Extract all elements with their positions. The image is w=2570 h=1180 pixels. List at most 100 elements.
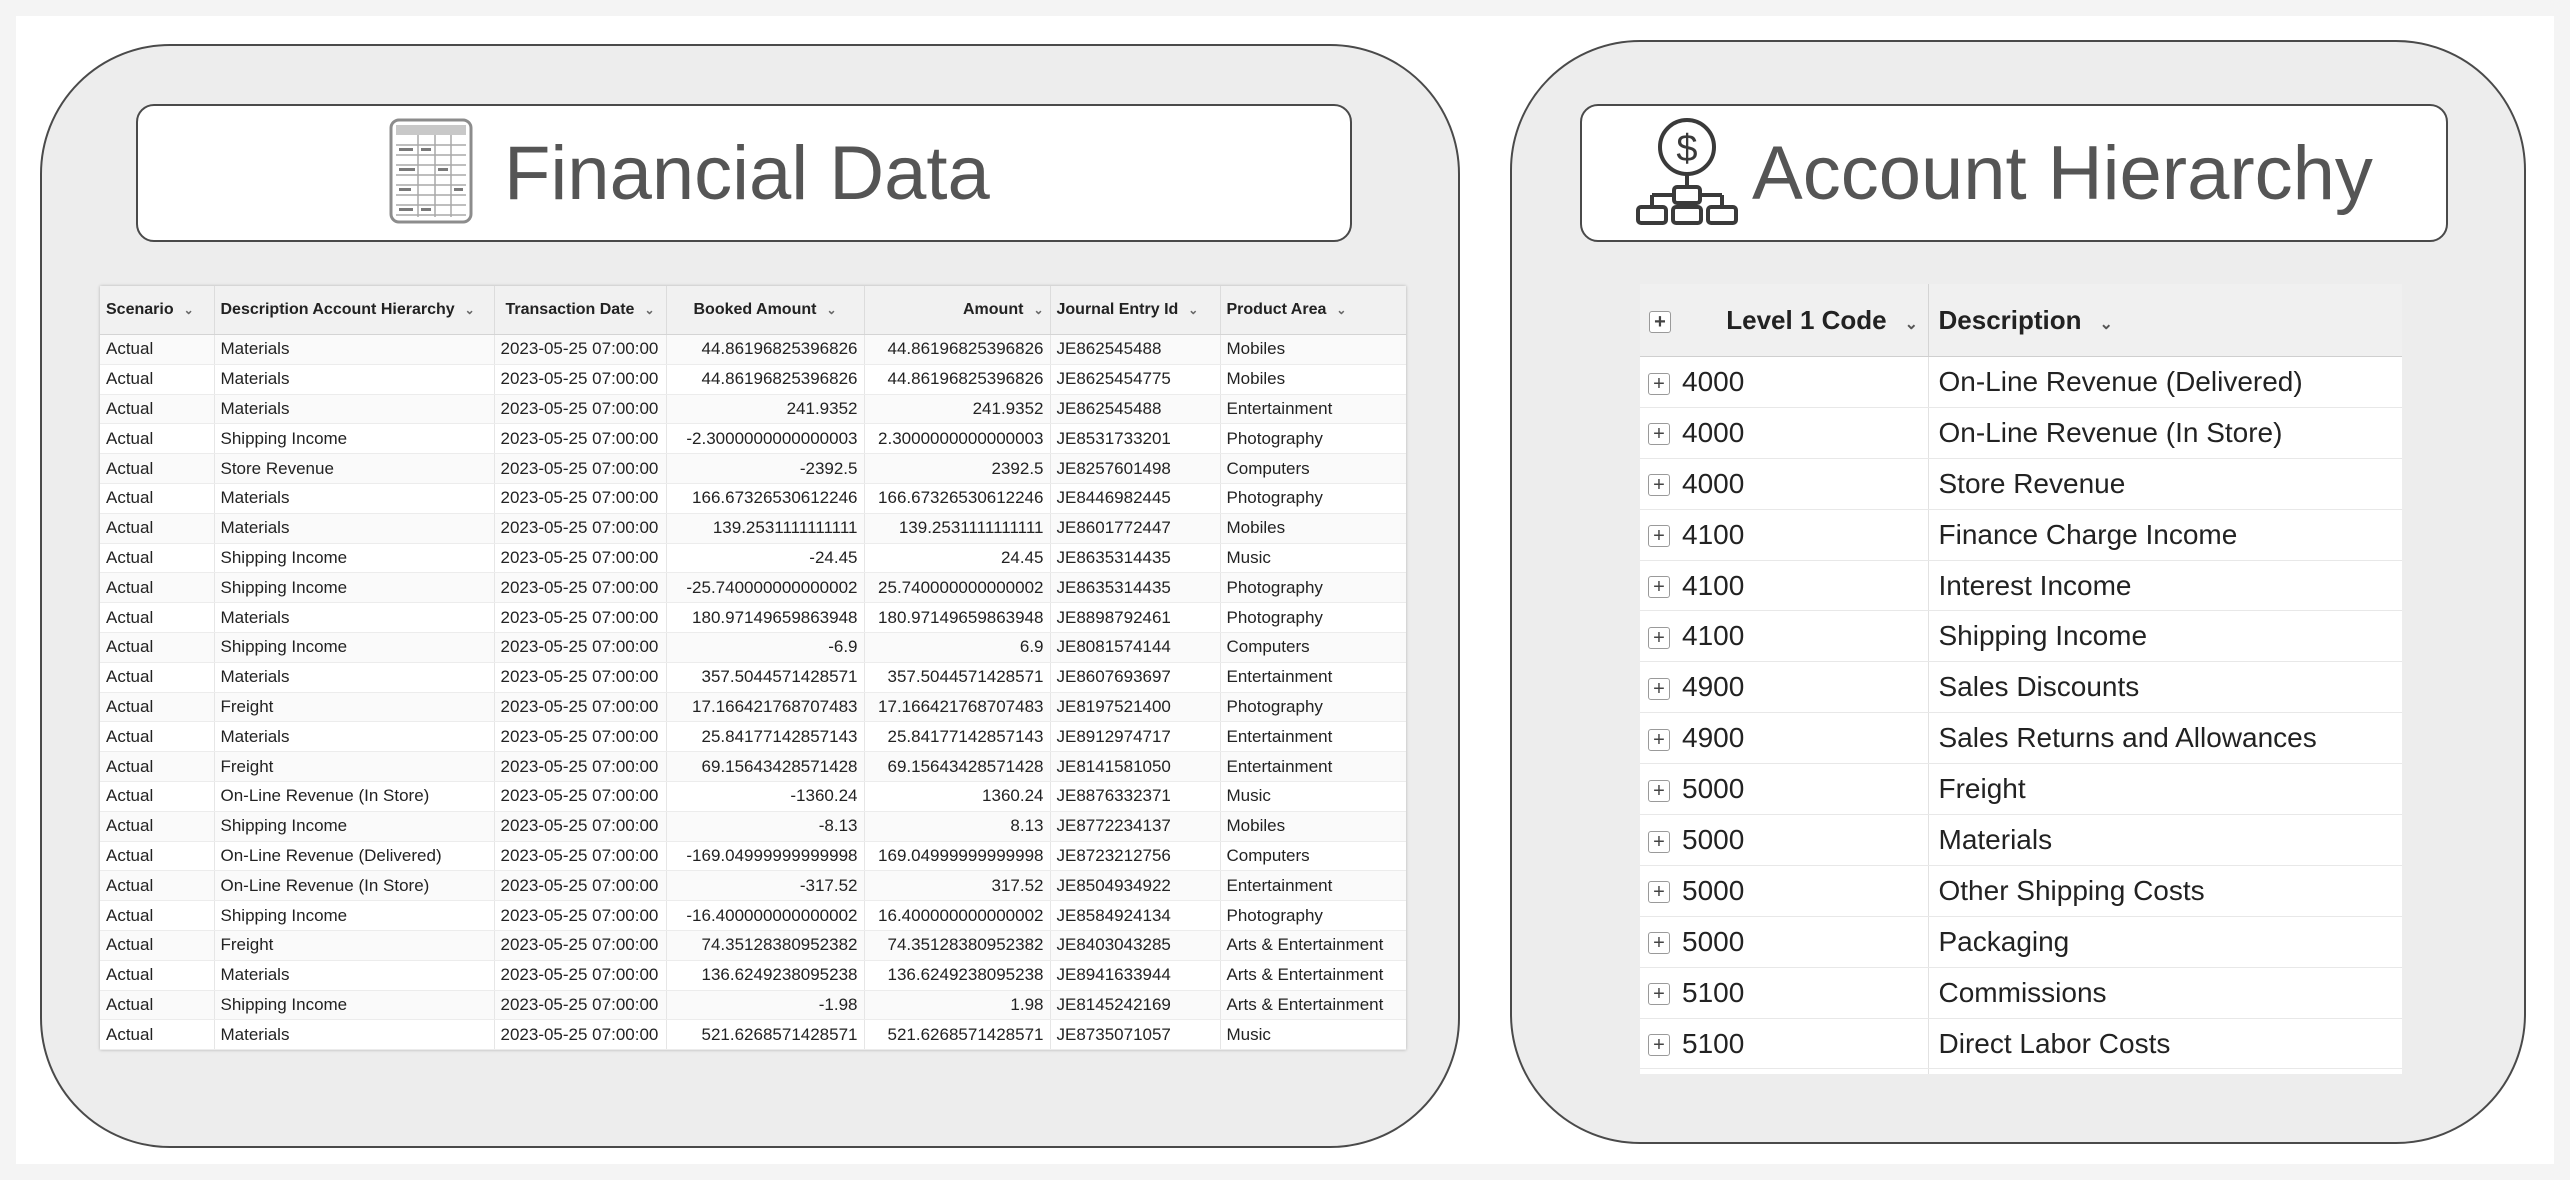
table-row[interactable]: Actual Shipping Income 2023-05-25 07:00:00… <box>100 423 1406 455</box>
column-header-description[interactable]: Description Account Hierarchy ⌄ <box>214 286 495 335</box>
cell-transaction-date: 2023-05-25 07:00:00 <box>494 692 667 723</box>
expand-row-plus-icon[interactable]: + <box>1648 525 1670 548</box>
table-row[interactable]: Actual Shipping Income 2023-05-25 07:00:00… <box>100 572 1406 604</box>
cell-transaction-date: 2023-05-25 07:00:00 <box>494 990 667 1021</box>
cell-booked-amount: -6.9 <box>666 632 865 663</box>
table-row[interactable]: +5000 Materials <box>1640 814 2402 866</box>
cell-journal-entry-id: JE8403043285 <box>1050 930 1221 961</box>
level-1-code-value: 4900 <box>1682 671 1745 703</box>
chevron-down-icon[interactable]: ⌄ <box>464 303 475 317</box>
column-header-booked-amount[interactable]: Booked Amount ⌄ <box>666 286 865 335</box>
expand-row-plus-icon[interactable]: + <box>1648 423 1670 446</box>
cell-journal-entry-id: JE8723212756 <box>1050 841 1221 872</box>
table-row[interactable]: +4900 Sales Discounts <box>1640 661 2402 714</box>
table-row[interactable]: Actual Materials 2023-05-25 07:00:00 25.841… <box>100 721 1406 753</box>
column-header-product-area[interactable]: Product Area ⌄ <box>1220 286 1406 335</box>
table-row[interactable]: +4100 Finance Charge Income <box>1640 509 2402 561</box>
cell-amount: 16.400000000000002 <box>864 900 1051 931</box>
table-row[interactable]: +5100 Commissions <box>1640 967 2402 1019</box>
cell-booked-amount: 166.67326530612246 <box>666 483 865 514</box>
cell-transaction-date: 2023-05-25 07:00:00 <box>494 662 667 693</box>
expand-row-plus-icon[interactable]: + <box>1648 474 1670 497</box>
column-header-scenario[interactable]: Scenario ⌄ <box>100 286 215 335</box>
expand-row-plus-icon[interactable]: + <box>1648 728 1670 751</box>
account-hierarchy-header: $ Account Hierarchy <box>1580 104 2448 242</box>
chevron-down-icon[interactable]: ⌄ <box>1188 303 1199 317</box>
table-row[interactable]: Actual Materials 2023-05-25 07:00:00 139.25… <box>100 513 1406 544</box>
chevron-down-icon[interactable]: ⌄ <box>826 303 837 317</box>
table-row[interactable]: Actual Shipping Income 2023-05-25 07:00:00… <box>100 990 1406 1021</box>
column-header-amount[interactable]: Amount ⌄ <box>864 286 1051 335</box>
expand-row-plus-icon[interactable]: + <box>1648 830 1670 853</box>
table-row[interactable]: Actual Freight 2023-05-25 07:00:00 17.16642… <box>100 692 1406 723</box>
cell-amount: 241.9352 <box>864 394 1051 425</box>
column-header-transaction-date[interactable]: Transaction Date ⌄ <box>494 286 667 335</box>
table-row[interactable]: Actual Materials 2023-05-25 07:00:00 521.62… <box>100 1019 1406 1050</box>
table-row[interactable]: Actual Materials 2023-05-25 07:00:00 44.861… <box>100 364 1406 395</box>
account-hierarchy-table[interactable]: + Level 1 Code ⌄ Description ⌄ +4000 On-Lin… <box>1640 284 2402 1074</box>
table-row[interactable]: Actual Materials 2023-05-25 07:00:00 241.93… <box>100 394 1406 425</box>
column-header-level-1-code[interactable]: + Level 1 Code ⌄ <box>1640 284 1929 357</box>
cell-booked-amount: 44.86196825396826 <box>666 334 865 365</box>
table-row[interactable]: Actual Materials 2023-05-25 07:00:00 180.97… <box>100 602 1406 633</box>
expand-row-plus-icon[interactable]: + <box>1648 779 1670 802</box>
cell-scenario: Actual <box>100 602 215 633</box>
table-row[interactable]: Actual Materials 2023-05-25 07:00:00 136.62… <box>100 960 1406 991</box>
chevron-down-icon[interactable]: ⌄ <box>2099 315 2113 333</box>
table-row[interactable]: +4000 On-Line Revenue (Delivered) <box>1640 356 2402 408</box>
expand-row-plus-icon[interactable]: + <box>1648 881 1670 904</box>
expand-row-plus-icon[interactable]: + <box>1648 576 1670 599</box>
expand-row-plus-icon[interactable]: + <box>1648 932 1670 955</box>
table-row[interactable]: Actual On-Line Revenue (Delivered) 2023-05… <box>100 841 1406 872</box>
expand-row-plus-icon[interactable]: + <box>1648 1034 1670 1057</box>
table-row[interactable]: +4100 Shipping Income <box>1640 610 2402 663</box>
chevron-down-icon[interactable]: ⌄ <box>644 303 655 317</box>
column-header-journal-entry-id[interactable]: Journal Entry Id ⌄ <box>1050 286 1221 335</box>
cell-description: Materials <box>1928 814 2402 866</box>
chevron-down-icon[interactable]: ⌄ <box>1336 303 1347 317</box>
table-row[interactable]: +4000 Store Revenue <box>1640 458 2402 510</box>
cell-product-area: Computers <box>1220 453 1406 484</box>
table-row[interactable]: Actual Materials 2023-05-25 07:00:00 166.67… <box>100 483 1406 514</box>
cell-level-1-code: +5000 <box>1640 814 1929 866</box>
table-row[interactable]: Actual Freight 2023-05-25 07:00:00 69.15643… <box>100 751 1406 782</box>
level-1-code-value: 5000 <box>1682 773 1745 805</box>
cell-description: Materials <box>214 960 495 991</box>
cell-transaction-date: 2023-05-25 07:00:00 <box>494 811 667 842</box>
table-row[interactable]: +5100Indirect Labor Costs <box>1640 1068 2402 1074</box>
expand-row-plus-icon[interactable]: + <box>1648 627 1670 649</box>
cell-description: Materials <box>214 721 495 753</box>
table-row[interactable]: Actual Shipping Income 2023-05-25 07:00:00… <box>100 811 1406 842</box>
table-row[interactable]: +4900 Sales Returns and Allowances <box>1640 712 2402 765</box>
cell-product-area: Music <box>1220 543 1406 574</box>
cell-amount: 139.2531111111111 <box>864 513 1051 544</box>
table-row[interactable]: Actual Materials 2023-05-25 07:00:00 357.50… <box>100 662 1406 693</box>
table-row[interactable]: +4000 On-Line Revenue (In Store) <box>1640 407 2402 459</box>
table-row[interactable]: +5000 Freight <box>1640 763 2402 816</box>
table-row[interactable]: Actual Shipping Income 2023-05-25 07:00:00… <box>100 543 1406 574</box>
table-row[interactable]: Actual On-Line Revenue (In Store) 2023-05-… <box>100 870 1406 902</box>
table-row[interactable]: Actual Store Revenue 2023-05-25 07:00:00 -2… <box>100 453 1406 484</box>
table-row[interactable]: +5000 Other Shipping Costs <box>1640 865 2402 917</box>
table-row[interactable]: Actual On-Line Revenue (In Store) 2023-05-… <box>100 781 1406 812</box>
table-row[interactable]: +4100 Interest Income <box>1640 560 2402 612</box>
table-row[interactable]: +5000 Packaging <box>1640 916 2402 968</box>
table-row[interactable]: Actual Freight 2023-05-25 07:00:00 74.35128… <box>100 930 1406 961</box>
expand-all-plus-icon[interactable]: + <box>1649 310 1671 333</box>
financial-data-table[interactable]: Scenario ⌄ Description Account Hierarchy ⌄… <box>100 286 1406 1050</box>
column-header-description[interactable]: Description ⌄ <box>1928 284 2402 357</box>
expand-row-plus-icon[interactable]: + <box>1648 677 1670 700</box>
cell-level-1-code: +5100 <box>1640 967 1929 1019</box>
chevron-down-icon[interactable]: ⌄ <box>183 303 194 317</box>
chevron-down-icon[interactable]: ⌄ <box>1033 303 1044 317</box>
table-row[interactable]: +5100 Direct Labor Costs <box>1640 1018 2402 1070</box>
cell-amount: 44.86196825396826 <box>864 334 1051 365</box>
expand-row-plus-icon[interactable]: + <box>1648 983 1670 1006</box>
cell-scenario: Actual <box>100 751 215 782</box>
table-row[interactable]: Actual Shipping Income 2023-05-25 07:00:00… <box>100 632 1406 663</box>
table-row[interactable]: Actual Shipping Income 2023-05-25 07:00:00… <box>100 900 1406 931</box>
chevron-down-icon[interactable]: ⌄ <box>1904 315 1919 333</box>
table-row[interactable]: Actual Materials 2023-05-25 07:00:00 44.861… <box>100 334 1406 365</box>
cell-transaction-date: 2023-05-25 07:00:00 <box>494 334 667 365</box>
expand-row-plus-icon[interactable]: + <box>1648 372 1670 395</box>
